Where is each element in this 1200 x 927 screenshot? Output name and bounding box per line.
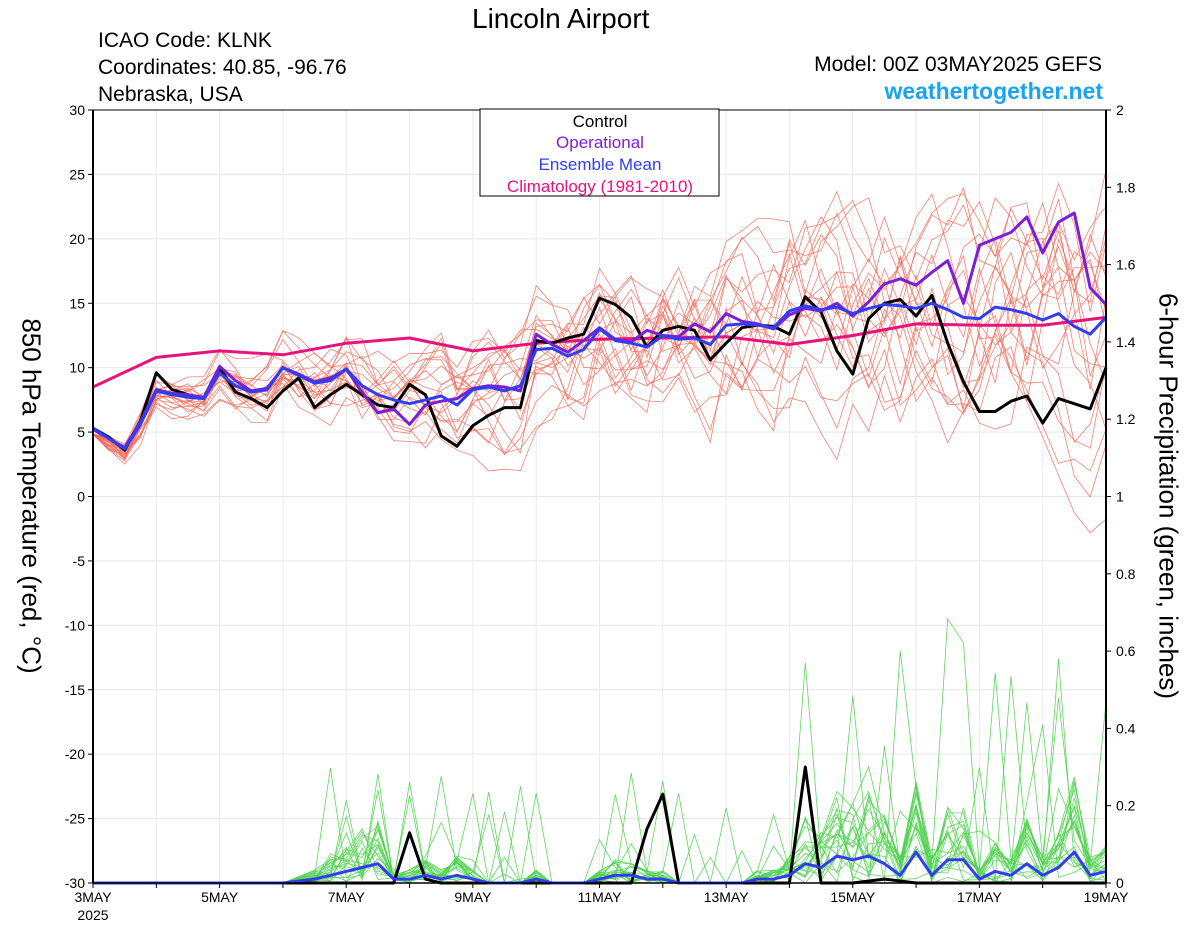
chart-title: Lincoln Airport xyxy=(472,3,650,34)
y2-tick-label: 1.2 xyxy=(1116,411,1136,427)
ensemble-mean-precip-line xyxy=(93,850,1107,885)
site-link[interactable]: weathertogether.net xyxy=(884,78,1103,104)
climatology-line xyxy=(92,315,1107,389)
y2-tick-label: 1 xyxy=(1116,489,1124,505)
y2-tick-label: 1.4 xyxy=(1116,334,1136,350)
ensemble-mean-temp-line xyxy=(92,301,1108,451)
x-tick-label: 13MAY xyxy=(704,889,750,905)
precip-member-line xyxy=(93,695,1107,884)
y-tick-label: 0 xyxy=(77,489,85,505)
x-tick-label: 19MAY xyxy=(1084,889,1130,905)
control-temp-line xyxy=(92,294,1108,452)
x-tick-label: 3MAY xyxy=(74,889,112,905)
x-tick-label: 15MAY xyxy=(830,889,876,905)
y-tick-label: 20 xyxy=(69,231,85,247)
y-tick-label: -5 xyxy=(73,553,86,569)
x-tick-label: 17MAY xyxy=(957,889,1003,905)
legend-climatology: Climatology (1981-2010) xyxy=(507,177,693,196)
x-tick-label: 9MAY xyxy=(454,889,492,905)
precip-member-line xyxy=(93,765,1107,884)
temp-member-line xyxy=(92,225,1107,461)
x-year-label: 2025 xyxy=(77,907,108,923)
y2-tick-label: 1.8 xyxy=(1116,179,1136,195)
temp-member-line xyxy=(92,182,1107,460)
y2-tick-label: 0.6 xyxy=(1116,643,1136,659)
x-tick-label: 11MAY xyxy=(578,889,622,905)
y2-tick-label: 0.8 xyxy=(1116,566,1136,582)
tick-labels: 302520151050-5-10-15-20-25-3021.81.61.41… xyxy=(65,102,1136,923)
x-tick-label: 5MAY xyxy=(201,889,239,905)
legend-operational: Operational xyxy=(556,133,644,152)
legend: Control Operational Ensemble Mean Climat… xyxy=(479,108,720,197)
y-tick-label: -20 xyxy=(65,746,85,762)
y-tick-label: 10 xyxy=(69,360,85,376)
precip-member-line xyxy=(93,675,1107,884)
temp-member-line xyxy=(92,274,1107,462)
model-run: Model: 00Z 03MAY2025 GEFS xyxy=(814,53,1102,76)
icao-code: ICAO Code: KLNK xyxy=(98,29,272,52)
temp-member-line xyxy=(92,236,1107,452)
y-tick-label: 30 xyxy=(69,102,85,118)
precip-member-line xyxy=(93,724,1107,885)
x-tick-label: 7MAY xyxy=(328,889,366,905)
temp-member-line xyxy=(92,190,1107,453)
legend-box xyxy=(479,108,720,197)
y2-tick-label: 2 xyxy=(1116,102,1124,118)
legend-control: Control xyxy=(573,112,628,131)
y-tick-label: -30 xyxy=(65,875,85,891)
precip-member-line xyxy=(93,794,1107,884)
y-tick-label: -25 xyxy=(65,811,85,827)
y-tick-label: -15 xyxy=(65,682,85,698)
y2-tick-label: 1.6 xyxy=(1116,257,1136,273)
temp-member-line xyxy=(92,197,1107,450)
y2-tick-label: 0.4 xyxy=(1116,720,1136,736)
y2-tick-label: 0.2 xyxy=(1116,798,1136,814)
region: Nebraska, USA xyxy=(98,83,243,106)
y-tick-label: 15 xyxy=(69,295,85,311)
temp-member-line xyxy=(92,310,1107,461)
coordinates: Coordinates: 40.85, -96.76 xyxy=(98,56,347,79)
legend-ensemble-mean: Ensemble Mean xyxy=(539,155,662,174)
precip-member-line xyxy=(93,767,1107,884)
precip-member-line xyxy=(93,806,1107,884)
y-tick-label: -10 xyxy=(65,617,85,633)
y-tick-label: 5 xyxy=(77,424,85,440)
grid xyxy=(93,110,1106,883)
y-tick-label: 25 xyxy=(69,166,85,182)
y2-tick-label: 0 xyxy=(1116,875,1124,891)
